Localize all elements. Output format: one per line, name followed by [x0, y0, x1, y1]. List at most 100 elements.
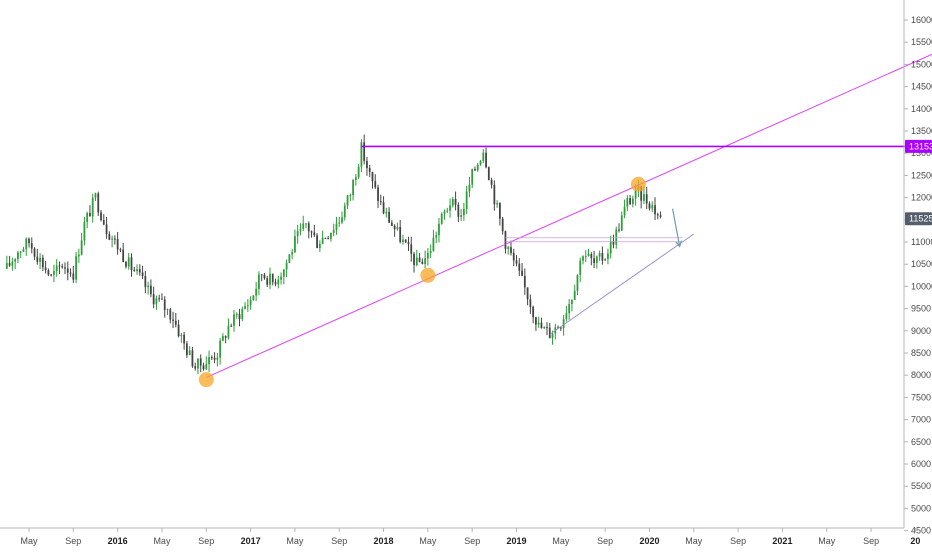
time-tick-label: May [419, 536, 437, 546]
candle-body [202, 365, 205, 370]
candle-body [30, 243, 33, 249]
candle-body [191, 350, 194, 367]
time-tick-label: May [818, 536, 836, 546]
candle-body [404, 239, 407, 243]
support-trendline [549, 233, 695, 335]
candle-body [368, 168, 371, 173]
candle-body [421, 261, 424, 264]
candle-body [94, 193, 97, 198]
time-tick-label: Sep [597, 536, 613, 546]
candle-body [654, 205, 656, 215]
candle-body [651, 205, 654, 209]
candle-body [346, 195, 349, 206]
candle-body [565, 313, 568, 320]
candle-body [238, 314, 241, 319]
candle-body [393, 225, 396, 230]
candle-body [277, 279, 280, 285]
price-tick-label: 5500 [911, 481, 931, 491]
candle-body [274, 282, 277, 285]
candle-body [33, 248, 36, 257]
candle-body [83, 222, 86, 241]
candles-layer [5, 134, 662, 374]
candle-body [634, 189, 637, 199]
candle-body [166, 309, 169, 311]
candle-body [210, 357, 213, 359]
time-axis[interactable]: May Sep 2016 May Sep 2017 May Sep 2018 May Sep 2019… [0, 527, 920, 546]
candle-body [385, 211, 388, 214]
candle-body [487, 167, 490, 180]
candle-body [66, 268, 69, 273]
candle-body [540, 322, 543, 329]
candle-body [244, 306, 246, 309]
candle-body [343, 205, 346, 218]
candle-body [418, 257, 421, 262]
candle-body [388, 211, 390, 223]
candle-body [465, 191, 468, 209]
time-tick-label: May [20, 536, 38, 546]
candle-body [296, 231, 299, 237]
last-price-badge-bg [905, 212, 932, 226]
candle-body [357, 166, 360, 178]
candle-body [266, 278, 269, 285]
candle-body [172, 319, 174, 321]
candle-body [576, 274, 579, 291]
candle-body [41, 257, 44, 268]
candle-body [390, 222, 393, 226]
candle-body [235, 314, 238, 316]
candle-body [352, 180, 354, 196]
candle-body [568, 304, 571, 314]
candle-body [5, 263, 8, 269]
price-axis[interactable]: 4500 5000 5500 6000 6500 7000 7500 8000 8500 9000… [903, 0, 932, 536]
candle-body [598, 253, 601, 257]
candle-body [147, 285, 150, 288]
candle-body [631, 198, 634, 205]
candle-body [363, 142, 366, 161]
candle-body [643, 194, 645, 201]
candle-body [269, 273, 271, 285]
candle-body [332, 229, 335, 233]
candle-body [485, 152, 487, 168]
candle-body [17, 252, 19, 260]
candle-body [415, 257, 418, 265]
candle-body [111, 238, 113, 240]
candle-body [28, 238, 30, 244]
price-tick-label: 7500 [911, 392, 931, 402]
candle-body [8, 263, 11, 266]
candle-body [113, 238, 116, 240]
time-tick-label: Sep [863, 536, 879, 546]
candle-body [407, 242, 410, 245]
candle-body [282, 269, 285, 277]
candle-body [656, 214, 659, 216]
candle-body [230, 325, 233, 327]
resistance-price-badge-bg [905, 139, 932, 153]
candle-body [318, 243, 321, 249]
candle-body [258, 274, 260, 289]
candle-body [587, 254, 590, 257]
candle-body [366, 160, 368, 169]
candle-body [426, 253, 429, 259]
candle-body [25, 238, 28, 250]
candle-body [338, 222, 341, 224]
candle-body [227, 325, 230, 338]
candle-body [551, 333, 554, 338]
candle-body [512, 253, 515, 261]
candle-body [122, 249, 125, 263]
price-tick-label: 5000 [911, 503, 931, 513]
candle-body [424, 258, 427, 264]
candle-body [607, 253, 609, 259]
candle-body [615, 229, 618, 245]
candle-body [252, 295, 255, 301]
candle-body [548, 327, 551, 338]
candle-body [377, 187, 379, 202]
candle-body [593, 258, 595, 263]
candle-body [152, 294, 155, 305]
price-tick-label: 4500 [911, 526, 931, 536]
candle-body [482, 152, 485, 161]
candle-body [354, 177, 357, 181]
candle-body [86, 213, 89, 223]
candle-body [523, 275, 526, 288]
candle-body [222, 336, 224, 341]
